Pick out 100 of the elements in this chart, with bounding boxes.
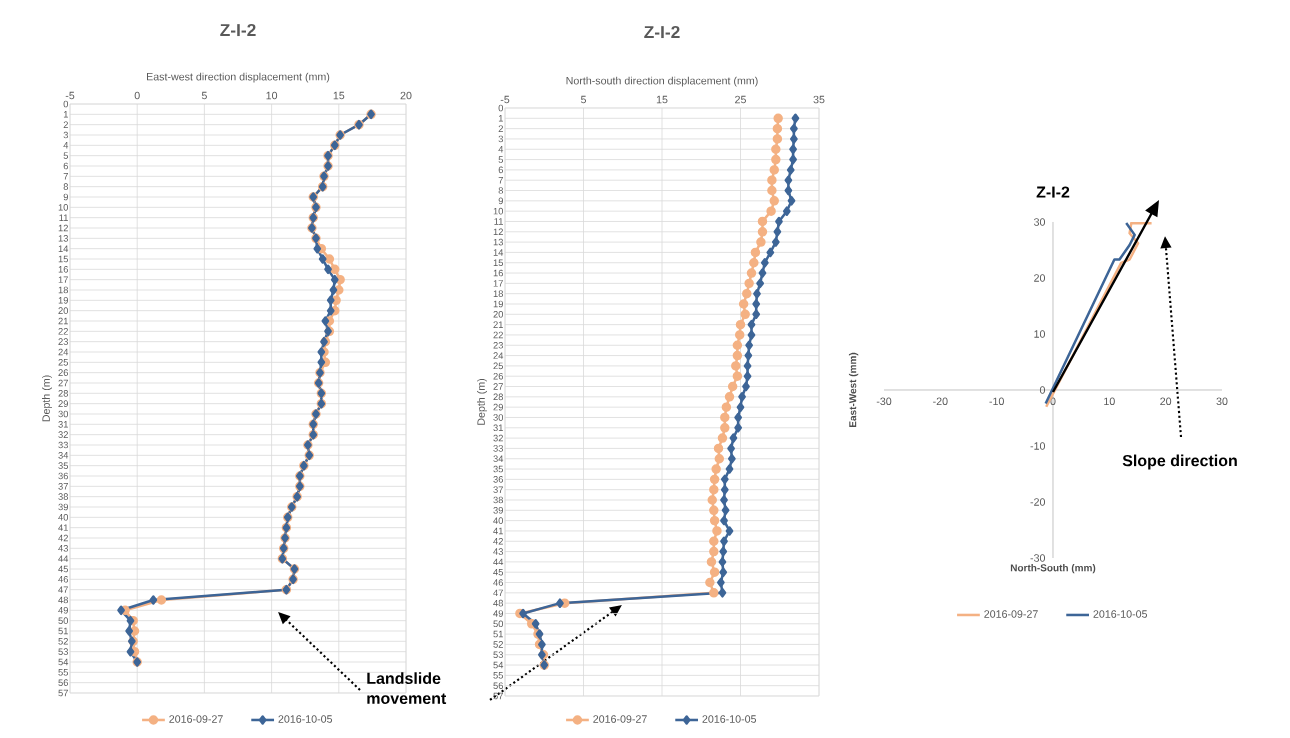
x-tick-label: 0 — [134, 91, 140, 100]
y-tick-label: 1 — [63, 111, 68, 118]
y-tick-label: 53 — [58, 648, 68, 655]
y-tick-label: 8 — [498, 187, 503, 194]
y-tick-label: 11 — [59, 214, 68, 221]
y-tick-label: 21 — [493, 321, 503, 328]
y-tick-label: 15 — [58, 255, 68, 263]
y-tick-label: 7 — [63, 173, 68, 180]
y-tick-label: 23 — [493, 341, 503, 349]
y-tick-label: 26 — [58, 369, 68, 376]
y-tick-label: 22 — [493, 331, 503, 339]
y-tick-label: 33 — [493, 445, 503, 452]
y-tick-label: 9 — [498, 197, 503, 205]
y-tick-label: 22 — [58, 328, 68, 335]
chart-title: Z-I-2 — [1036, 186, 1070, 198]
y-tick-label: 39 — [58, 503, 68, 511]
y-tick-label: 53 — [493, 651, 503, 659]
x-tick-label: 15 — [333, 91, 345, 100]
y-tick-label: 46 — [58, 576, 68, 583]
y-tick-label: 11 — [494, 218, 503, 225]
y-tick-label: 16 — [58, 266, 68, 273]
y-tick-label: 55 — [58, 669, 68, 676]
y-tick-label: 15 — [493, 259, 503, 266]
y-tick-label: 29 — [493, 403, 503, 411]
y-tick-label: 56 — [493, 682, 503, 689]
y-tick-label: 43 — [58, 545, 68, 552]
y-tick-label: 52 — [493, 641, 503, 648]
y-tick-label: 14 — [493, 249, 504, 256]
y-tick-label: 49 — [493, 610, 503, 617]
y-tick-label: 13 — [493, 238, 503, 246]
x-axis-title: North-South (mm) — [1010, 564, 1096, 574]
y-tick-label: 14 — [58, 245, 69, 252]
y-tick-label: 40 — [493, 517, 504, 524]
y-tick-label: 50 — [58, 617, 69, 624]
x-tick-label: 10 — [266, 91, 278, 100]
y-tick-label: 55 — [493, 672, 503, 679]
y-tick-label: 0 — [498, 104, 504, 112]
y-tick-label: 7 — [498, 177, 503, 184]
y-tick-label: 12 — [58, 224, 68, 232]
y-tick-label: 17 — [58, 276, 68, 283]
x-tick-label: 20 — [1160, 397, 1172, 406]
y-tick-label: 19 — [493, 300, 503, 308]
y-tick-label: 26 — [493, 372, 503, 380]
legend-label: 2016-09-27 — [984, 610, 1038, 618]
y-tick-label: 19 — [58, 297, 68, 304]
y-tick-label: 44 — [58, 555, 69, 562]
y-tick-label: 25 — [493, 362, 503, 370]
y-tick-label: 20 — [1034, 274, 1046, 282]
y-tick-label: 25 — [58, 359, 68, 366]
y-tick-label: 13 — [58, 235, 68, 242]
y-tick-label: 45 — [58, 565, 68, 573]
y-tick-label: 32 — [58, 431, 68, 438]
y-tick-label: 38 — [493, 496, 503, 504]
y-tick-label: 29 — [58, 400, 68, 407]
y-tick-label: 12 — [493, 228, 503, 236]
x-tick-label: 10 — [1104, 397, 1115, 406]
y-tick-label: 37 — [493, 486, 503, 493]
y-tick-label: 37 — [58, 483, 68, 490]
legend-label: 2016-10-05 — [702, 715, 757, 723]
y-tick-label: -30 — [1030, 554, 1046, 562]
y-tick-label: 20 — [58, 307, 69, 314]
y-tick-label: 2 — [498, 125, 503, 132]
annotation: Slope direction — [1122, 454, 1237, 470]
y-tick-label: 0 — [1039, 386, 1046, 394]
x-tick-label: 15 — [656, 95, 668, 104]
x-tick-label: 5 — [201, 91, 207, 100]
y-tick-label: 5 — [63, 152, 69, 159]
y-tick-label: 3 — [63, 131, 68, 139]
y-tick-label: 51 — [493, 630, 503, 638]
annotation: Landslide movement — [367, 672, 447, 704]
legend-label: 2016-10-05 — [278, 715, 333, 723]
y-tick-label: 28 — [493, 393, 503, 401]
y-tick-label: 6 — [498, 166, 503, 174]
y-tick-label: 24 — [58, 348, 69, 356]
y-tick-label: 34 — [58, 452, 69, 459]
x-tick-label: 25 — [735, 95, 746, 104]
y-tick-label: 17 — [493, 280, 503, 287]
y-tick-label: 47 — [58, 586, 68, 593]
y-tick-label: 10 — [58, 204, 69, 211]
y-tick-label: 41 — [493, 527, 503, 535]
y-tick-label: 45 — [493, 568, 503, 576]
y-tick-label: 42 — [58, 534, 68, 542]
chart-title: Z-I-2 — [644, 25, 680, 39]
x-tick-label: -20 — [933, 397, 948, 406]
y-tick-label: 23 — [58, 338, 68, 345]
y-tick-label: 54 — [58, 658, 69, 666]
y-tick-label: 35 — [58, 462, 68, 469]
y-tick-label: 52 — [58, 638, 68, 645]
y-tick-label: 36 — [58, 472, 68, 480]
x-tick-label: 5 — [580, 95, 587, 104]
y-tick-label: 10 — [1034, 330, 1046, 338]
y-tick-label: 56 — [58, 679, 68, 686]
y-tick-label: 40 — [58, 514, 69, 521]
y-tick-label: 54 — [493, 661, 504, 669]
y-axis-title: Depth (m) — [42, 375, 52, 422]
y-tick-label: 20 — [493, 311, 504, 318]
y-tick-label: 16 — [493, 269, 503, 277]
y-tick-label: 41 — [58, 524, 68, 531]
y-tick-label: 6 — [63, 162, 68, 170]
y-tick-label: -20 — [1030, 498, 1046, 506]
